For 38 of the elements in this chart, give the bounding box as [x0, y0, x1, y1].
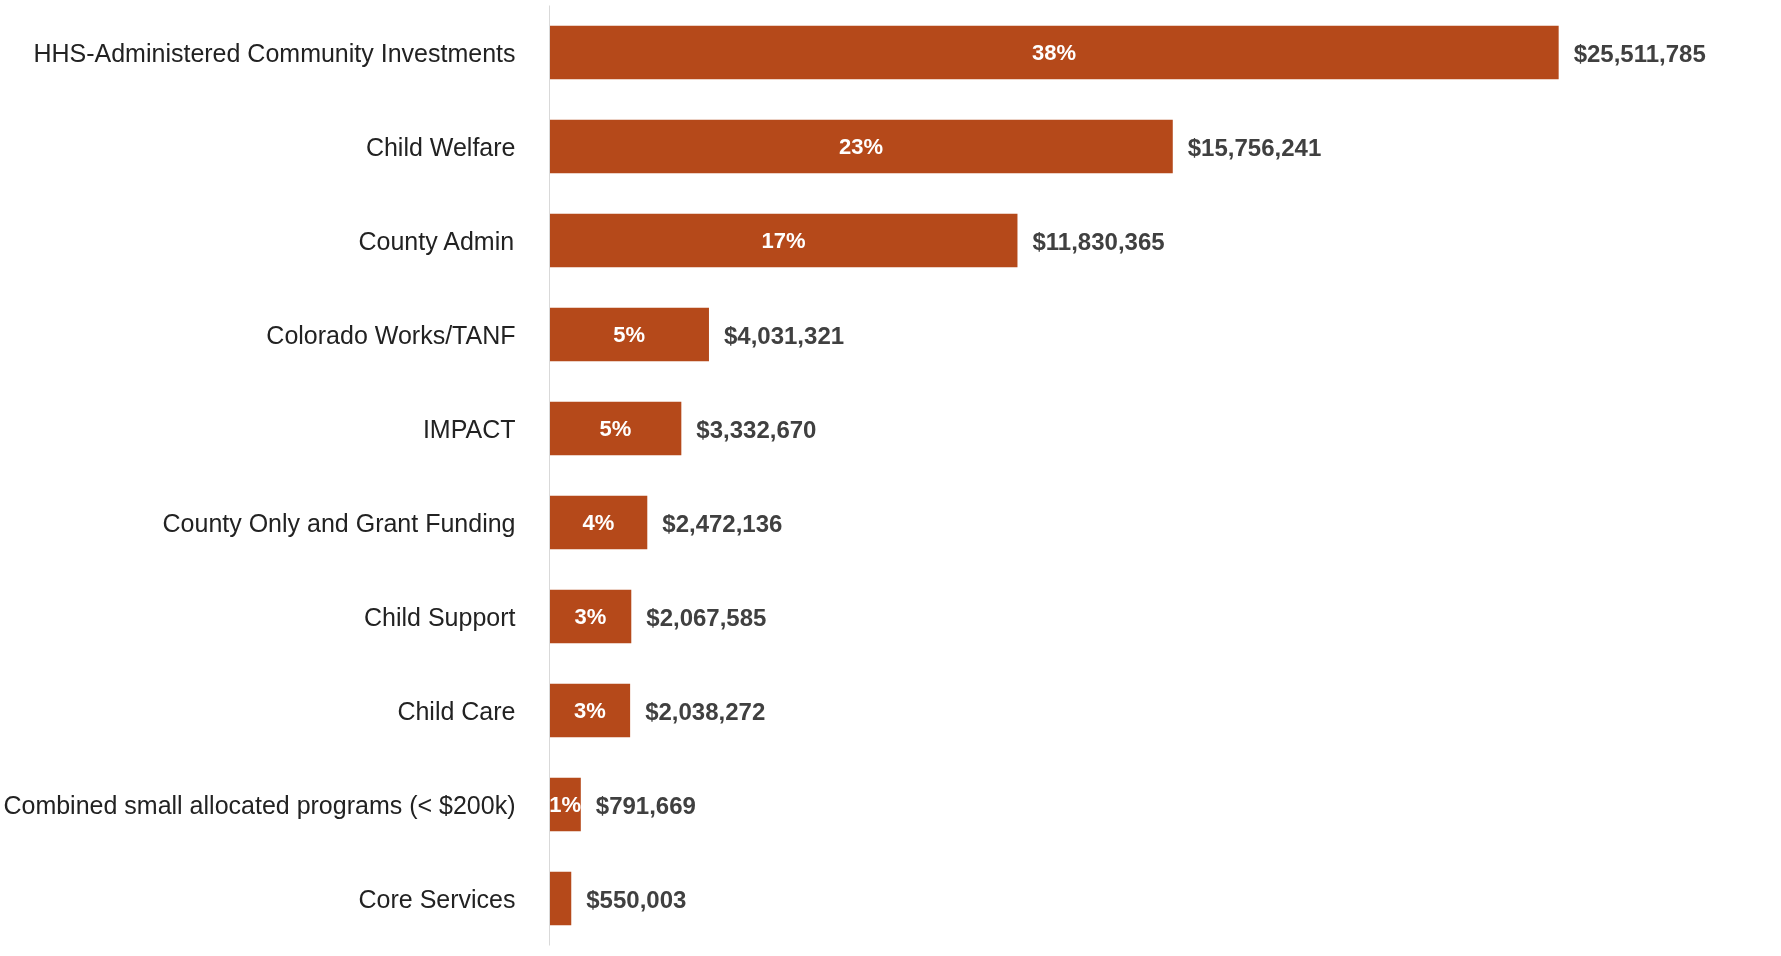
bar: [549, 589, 632, 644]
y-tick-label: Core Services: [358, 884, 516, 913]
bar: [549, 119, 1173, 174]
bar: [549, 495, 648, 550]
bar: [549, 871, 572, 926]
y-tick-label: Colorado Works/TANF: [266, 320, 516, 349]
annotation: 5%: [599, 416, 632, 441]
data-label: $2,472,136: [662, 510, 783, 537]
data-label: $15,756,241: [1187, 134, 1322, 161]
y-tick-label: Combined small allocated programs (< $200k): [3, 790, 516, 819]
annotation: 3%: [573, 698, 606, 723]
bar: [549, 307, 709, 362]
y-tick-label: Child Support: [364, 602, 516, 631]
annotation: 4%: [582, 510, 615, 535]
bar: [549, 683, 631, 738]
data-label: $2,038,272: [645, 698, 766, 725]
y-tick-label: County Only and Grant Funding: [162, 508, 516, 537]
annotation: 5%: [613, 322, 646, 347]
data-label: $25,511,785: [1573, 40, 1706, 67]
annotation: 1%: [549, 792, 582, 817]
y-tick-label: Child Welfare: [365, 132, 516, 161]
annotation: 23%: [839, 134, 884, 159]
data-label: $2,067,585: [646, 604, 767, 631]
bar: [549, 213, 1018, 268]
y-tick-label: HHS-Administered Community Investments: [33, 38, 516, 67]
annotation: 38%: [1032, 40, 1077, 65]
data-label: $4,031,321: [723, 322, 845, 349]
bar: [549, 25, 1559, 80]
data-label: $550,003: [586, 886, 687, 913]
y-tick-label: County Admin: [358, 226, 515, 255]
bar: [549, 401, 682, 456]
y-tick-label: Child Care: [397, 696, 516, 725]
data-label: $791,669: [595, 792, 696, 819]
data-label: $3,332,670: [696, 416, 817, 443]
y-tick-label: IMPACT: [422, 414, 516, 443]
annotation: 3%: [574, 604, 607, 629]
data-label: $11,830,365: [1032, 228, 1165, 255]
annotation: 17%: [761, 228, 806, 253]
